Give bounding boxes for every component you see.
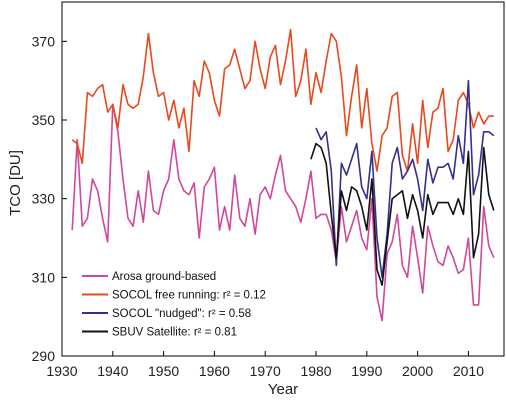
y-tick-label: 290	[32, 348, 56, 364]
x-axis-ticks: 1930 1940 1950 1960 1970 1980 1990 2000 2010	[46, 351, 484, 379]
axes	[61, 1, 505, 357]
legend-label-2: SOCOL "nudged": r² = 0.58	[112, 308, 251, 320]
x-tick-label: 1970	[250, 363, 281, 379]
x-tick-label: 1930	[46, 363, 77, 379]
series-layer	[71, 28, 495, 322]
x-tick-label: 2010	[453, 363, 484, 379]
series-line-2	[315, 79, 495, 279]
legend-label-3: SBUV Satellite: r² = 0.81	[112, 327, 237, 339]
x-tick-label: 1980	[300, 363, 331, 379]
y-axis-ticks: 290 310 330 350 370	[32, 33, 67, 364]
y-axis-label: TCO [DU]	[7, 150, 24, 216]
x-tick-label: 1940	[97, 363, 128, 379]
y-tick-label: 330	[32, 191, 56, 207]
y-tick-label: 350	[32, 112, 56, 128]
x-tick-label: 1950	[148, 363, 179, 379]
y-tick-label: 310	[32, 269, 56, 285]
series-line-1	[71, 28, 494, 172]
x-tick-label: 1990	[351, 363, 382, 379]
x-axis-label: Year	[268, 381, 298, 398]
legend-label-0: Arosa ground-based	[112, 271, 216, 283]
y-tick-label: 370	[32, 33, 56, 49]
series-line-3	[310, 142, 495, 287]
x-tick-label: 2000	[402, 363, 433, 379]
legend-label-1: SOCOL free running: r² = 0.12	[112, 290, 266, 302]
x-tick-label: 1960	[199, 363, 230, 379]
legend: Arosa ground-based SOCOL free running: r²…	[82, 271, 266, 339]
plot-frame	[61, 1, 505, 357]
series-line-0	[71, 103, 495, 322]
